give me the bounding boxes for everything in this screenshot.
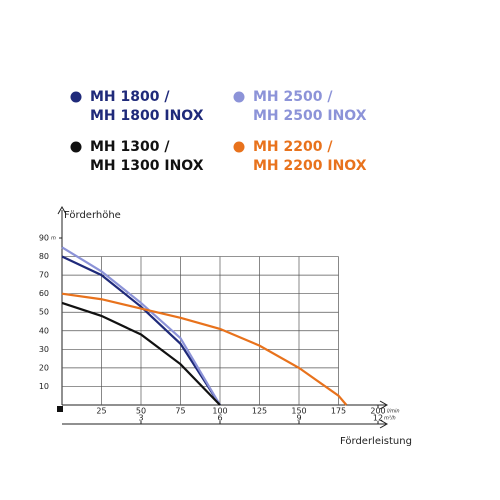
line: [61, 255, 221, 406]
legend-label: MH 2200 /: [253, 139, 333, 155]
y-tick-label: 60: [39, 289, 49, 298]
legend-label: MH 2500 /: [253, 89, 333, 105]
line: [61, 246, 221, 406]
x2-tick-label: 6: [217, 414, 222, 423]
x2-tick-label: 12: [373, 414, 383, 423]
legend-marker: [70, 91, 82, 103]
line: [61, 292, 348, 406]
x-tick-label: 150: [291, 407, 306, 416]
y-tick-label: 70: [39, 271, 49, 280]
x-tick-label: 100: [212, 407, 227, 416]
legend-marker: [233, 91, 245, 103]
y-tick-label: 40: [39, 326, 49, 335]
x-tick-label: 125: [252, 407, 267, 416]
y-axis-title: Förderhöhe: [64, 210, 121, 221]
x-tick-label: 175: [331, 407, 346, 416]
x2-tick-label: 9: [296, 414, 301, 423]
y-tick-label: 50: [39, 308, 49, 317]
x-arrow: [379, 400, 389, 410]
x-tick-label: 25: [96, 407, 106, 416]
x-tick-label: 200: [370, 407, 385, 416]
legend-marker: [233, 141, 245, 153]
x2-tick-label: 3: [138, 414, 143, 423]
y-tick-label: 30: [39, 345, 49, 354]
legend-label: MH 2500 INOX: [253, 108, 367, 124]
y-tick-label: 20: [39, 363, 49, 372]
x-tick-label: 50: [136, 407, 146, 416]
legend-label: MH 1300 /: [90, 139, 170, 155]
y-tick-label: 80: [39, 252, 49, 261]
x-unit: l/min: [387, 409, 400, 415]
line: [61, 301, 221, 406]
legend-label: MH 1800 INOX: [90, 108, 204, 124]
x2-unit: m³/h: [384, 416, 396, 422]
x2-arrow: [379, 419, 389, 429]
y-unit: m: [51, 236, 56, 242]
y-tick-label: 10: [39, 382, 49, 391]
legend-label: MH 1800 /: [90, 89, 170, 105]
y-tick-label: 90: [39, 234, 49, 243]
origin-marker: [57, 406, 63, 412]
legend-marker: [70, 141, 82, 153]
y-arrow: [57, 205, 67, 215]
grid: [62, 256, 339, 405]
legend-label: MH 1300 INOX: [90, 158, 204, 174]
x-axis-title: Förderleistung: [340, 436, 412, 447]
x-tick-label: 75: [175, 407, 185, 416]
legend-label: MH 2200 INOX: [253, 158, 367, 174]
